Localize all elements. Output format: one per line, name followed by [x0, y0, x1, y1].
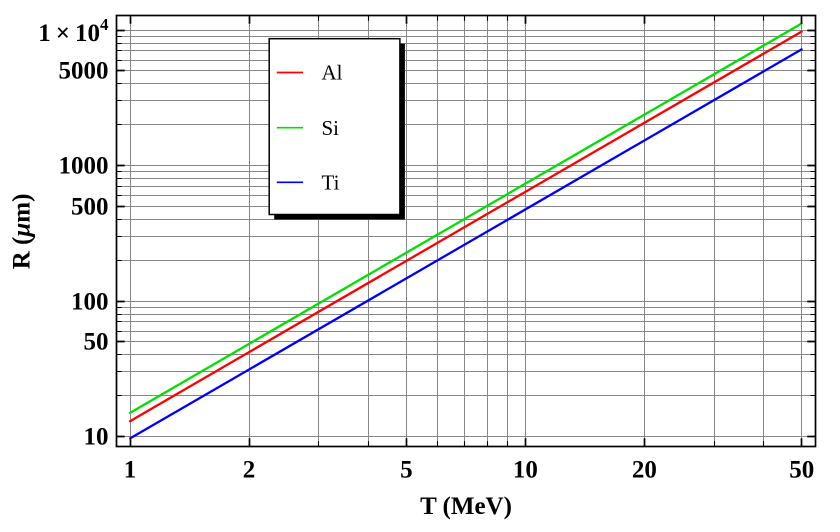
svg-text:5000: 5000	[59, 58, 109, 85]
svg-text:Si: Si	[322, 116, 340, 140]
svg-text:20: 20	[632, 456, 657, 483]
svg-text:10: 10	[513, 456, 538, 483]
svg-text:1000: 1000	[59, 153, 109, 180]
svg-text:50: 50	[84, 329, 109, 356]
svg-text:500: 500	[71, 194, 109, 221]
svg-text:R (μm): R (μm)	[9, 194, 36, 270]
svg-text:Al: Al	[322, 61, 343, 85]
svg-text:100: 100	[71, 289, 109, 316]
svg-text:10: 10	[84, 424, 109, 451]
svg-text:Ti: Ti	[322, 171, 340, 195]
svg-text:5: 5	[400, 456, 413, 483]
svg-text:1: 1	[124, 456, 137, 483]
svg-text:1 × 104: 1 × 104	[38, 15, 109, 47]
svg-text:50: 50	[789, 456, 814, 483]
svg-text:2: 2	[243, 456, 256, 483]
svg-text:T (MeV): T (MeV)	[420, 493, 512, 520]
